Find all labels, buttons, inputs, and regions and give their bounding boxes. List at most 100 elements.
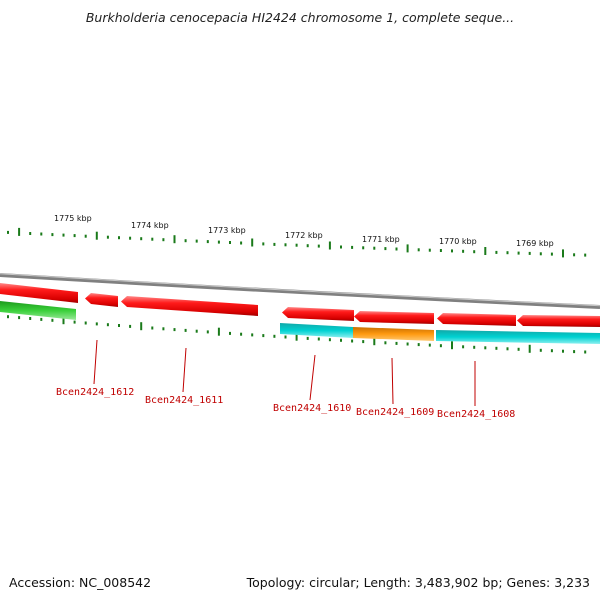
inner-minor-tick [18, 316, 21, 320]
inner-minor-tick [484, 346, 487, 350]
inner-major-tick [217, 327, 220, 336]
inner-minor-tick [73, 320, 76, 324]
outer-minor-tick [151, 237, 154, 241]
outer-minor-tick [384, 247, 387, 251]
inner-minor-tick [129, 324, 132, 328]
outer-minor-tick [240, 241, 243, 245]
inner-minor-tick [206, 330, 209, 334]
inner-minor-tick [51, 318, 54, 322]
outer-major-tick [406, 244, 409, 253]
outer-minor-tick [284, 243, 287, 247]
outer-minor-tick [495, 250, 498, 254]
scale-label-1773: 1773 kbp [208, 226, 246, 235]
inner-minor-tick [306, 336, 309, 340]
outer-major-tick [173, 235, 176, 244]
outer-minor-tick [206, 240, 209, 244]
gene-forward-4[interactable] [282, 307, 354, 321]
outer-minor-tick [340, 245, 342, 249]
gene-label-1611[interactable]: Bcen2424_1611 [145, 395, 223, 406]
gene-reverse-cyan-1[interactable] [280, 323, 353, 338]
inner-major-tick [528, 344, 531, 353]
outer-minor-tick [129, 236, 132, 240]
gene-forward-3[interactable] [121, 296, 258, 316]
inner-minor-tick [40, 317, 43, 321]
outer-major-tick [18, 227, 21, 236]
reverse-strand-genes [0, 301, 600, 344]
outer-minor-tick [451, 249, 453, 253]
gene-label-1610[interactable]: Bcen2424_1610 [273, 403, 351, 414]
gene-label-1608[interactable]: Bcen2424_1608 [437, 409, 515, 420]
outer-minor-tick [439, 249, 442, 252]
inner-minor-tick [106, 323, 109, 327]
inner-minor-tick [351, 339, 354, 343]
outer-minor-tick [362, 246, 365, 250]
outer-minor-tick [428, 248, 431, 252]
outer-minor-tick [462, 249, 465, 253]
inner-major-tick [62, 316, 65, 325]
inner-minor-tick [550, 349, 553, 353]
outer-major-tick [562, 249, 564, 258]
outer-minor-tick [573, 253, 576, 257]
outer-minor-tick [317, 244, 320, 248]
outer-minor-tick [528, 251, 531, 255]
scale-label-1770: 1770 kbp [439, 237, 477, 246]
scale-label-1771: 1771 kbp [362, 235, 400, 244]
gene-forward-1[interactable] [0, 283, 78, 303]
outer-minor-tick [417, 248, 420, 252]
inner-minor-tick [439, 344, 442, 348]
scale-label-1769: 1769 kbp [516, 239, 554, 248]
inner-minor-tick [7, 315, 9, 319]
outer-minor-tick [473, 250, 476, 254]
outer-minor-tick [51, 233, 54, 237]
inner-minor-tick [262, 334, 265, 338]
inner-minor-tick [317, 337, 320, 341]
inner-minor-tick [506, 347, 509, 351]
inner-major-tick [451, 341, 453, 350]
inner-minor-tick [29, 317, 32, 320]
gene-label-1609[interactable]: Bcen2424_1609 [356, 407, 434, 418]
inner-minor-tick [462, 345, 465, 349]
inner-minor-tick [184, 328, 187, 332]
gene-reverse-cyan-2[interactable] [436, 330, 600, 344]
inner-minor-tick [151, 326, 154, 330]
scale-label-1774: 1774 kbp [131, 221, 169, 230]
outer-minor-tick [373, 246, 376, 250]
outer-minor-tick [195, 239, 198, 243]
gene-labels: Bcen2424_1612 Bcen2424_1611 Bcen2424_161… [56, 387, 515, 420]
backbone-arc [0, 273, 600, 309]
inner-minor-tick [273, 334, 276, 338]
outer-minor-tick [118, 236, 120, 240]
outer-scale-ticks [7, 227, 587, 258]
outer-minor-tick [229, 241, 231, 244]
inner-minor-tick [473, 345, 476, 349]
gene-forward-6[interactable] [437, 313, 516, 326]
gene-forward-7[interactable] [517, 315, 600, 327]
inner-minor-tick [162, 327, 165, 331]
outer-minor-tick [184, 239, 187, 243]
inner-minor-tick [428, 343, 431, 347]
gene-forward-5[interactable] [354, 311, 434, 324]
inner-minor-tick [173, 328, 176, 332]
inner-minor-tick [362, 340, 365, 344]
outer-minor-tick [584, 253, 587, 257]
gene-reverse-green[interactable] [0, 301, 76, 320]
gene-reverse-orange[interactable] [353, 327, 434, 341]
gene-forward-2[interactable] [85, 293, 118, 307]
outer-minor-tick [273, 242, 276, 246]
forward-strand-genes [0, 283, 600, 327]
outer-minor-tick [106, 235, 109, 239]
gene-label-1612[interactable]: Bcen2424_1612 [56, 387, 134, 398]
outer-minor-tick [295, 243, 298, 247]
inner-minor-tick [84, 321, 87, 325]
outer-major-tick [484, 247, 487, 255]
inner-minor-tick [584, 350, 587, 354]
inner-minor-tick [517, 347, 520, 351]
accession-text: Accession: NC_008542 [9, 575, 152, 590]
outer-major-tick [95, 231, 98, 240]
inner-minor-tick [562, 349, 564, 353]
inner-minor-tick [328, 338, 331, 342]
outer-minor-tick [29, 232, 32, 235]
outer-minor-tick [84, 234, 87, 238]
outer-minor-tick [550, 252, 553, 256]
inner-major-tick [373, 337, 376, 346]
